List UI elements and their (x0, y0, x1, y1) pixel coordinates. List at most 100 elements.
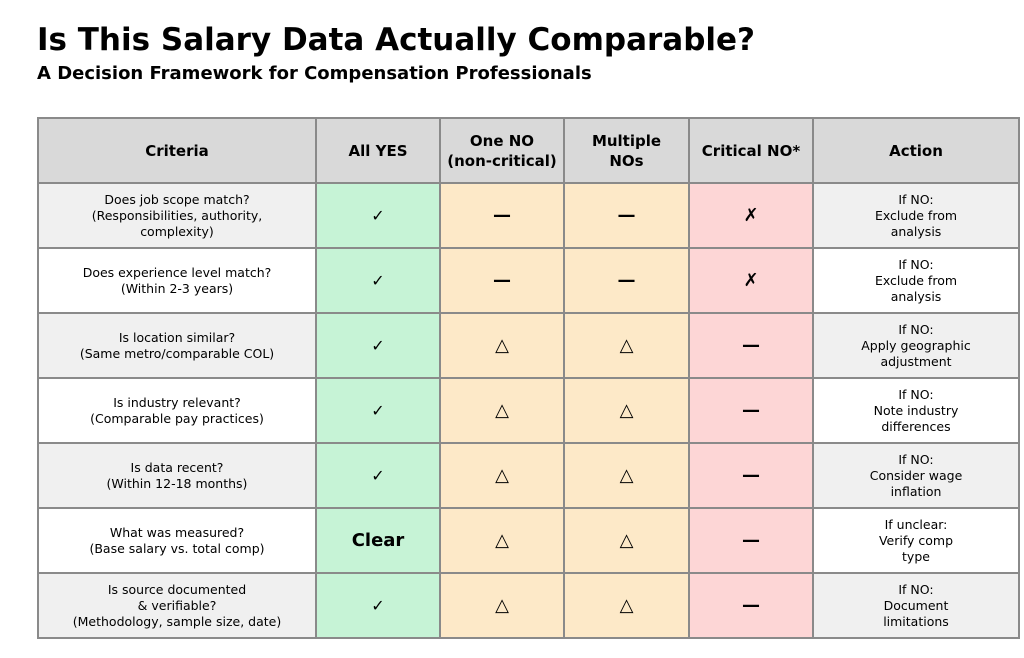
all-yes-cell: ✓ (315, 572, 441, 639)
x-mark-icon: ✗ (743, 204, 759, 226)
all-yes-cell: ✓ (315, 182, 441, 249)
action-text: Consider wage (869, 467, 963, 483)
criteria-cell: Is data recent? (Within 12-18 months) (37, 442, 317, 509)
action-text: inflation (890, 483, 942, 499)
dash-icon: — (617, 204, 636, 226)
action-text: Verify comp (878, 532, 954, 548)
criteria-text: (Responsibilities, authority, (91, 207, 263, 223)
warning-triangle-icon: △ (619, 529, 634, 551)
criteria-text: Is source documented (107, 581, 247, 597)
multiple-nos-cell: △ (563, 572, 690, 639)
action-text: If NO: (898, 581, 934, 597)
criteria-cell: Is location similar? (Same metro/comparab… (37, 312, 317, 379)
multiple-nos-cell: — (563, 247, 690, 314)
page-subtitle: A Decision Framework for Compensation Pr… (37, 63, 592, 84)
multiple-nos-cell: △ (563, 377, 690, 444)
dash-icon: — (617, 269, 636, 291)
action-text: If unclear: (884, 516, 948, 532)
critical-no-cell: ✗ (688, 182, 814, 249)
multiple-nos-cell: △ (563, 312, 690, 379)
table-row: Is data recent? (Within 12-18 months) ✓ △ △ —… (37, 442, 1020, 509)
criteria-cell: Is industry relevant? (Comparable pay pra… (37, 377, 317, 444)
all-yes-cell: ✓ (315, 312, 441, 379)
criteria-text: (Comparable pay practices) (90, 410, 264, 426)
warning-triangle-icon: △ (619, 399, 634, 421)
action-text: Note industry (873, 402, 959, 418)
check-icon: ✓ (371, 400, 385, 420)
action-text: If NO: (898, 191, 934, 207)
action-text: If NO: (898, 386, 934, 402)
header-text: Multiple (591, 131, 662, 150)
header-action: Action (812, 117, 1020, 184)
one-no-cell: △ (439, 442, 565, 509)
action-text: Document (883, 597, 949, 613)
critical-no-cell: — (688, 442, 814, 509)
dash-icon: — (742, 529, 760, 551)
dash-icon: — (742, 334, 760, 356)
action-text: limitations (883, 613, 949, 629)
action-cell: If NO: Consider wage inflation (812, 442, 1020, 509)
table-row: Is source documented & verifiable? (Method… (37, 572, 1020, 639)
check-icon: ✓ (371, 205, 385, 225)
all-yes-cell: ✓ (315, 442, 441, 509)
x-mark-icon: ✗ (743, 269, 759, 291)
criteria-text: (Within 12-18 months) (106, 475, 248, 491)
action-text: type (902, 548, 930, 564)
critical-no-cell: — (688, 312, 814, 379)
check-icon: ✓ (371, 595, 385, 615)
header-text: Action (889, 141, 943, 160)
one-no-cell: — (439, 182, 565, 249)
criteria-cell: What was measured? (Base salary vs. total… (37, 507, 317, 574)
page-title: Is This Salary Data Actually Comparable? (37, 22, 756, 58)
critical-no-cell: ✗ (688, 247, 814, 314)
action-cell: If unclear: Verify comp type (812, 507, 1020, 574)
criteria-text: Is location similar? (118, 329, 236, 345)
dash-icon: — (742, 399, 760, 421)
warning-triangle-icon: △ (495, 334, 509, 356)
decision-framework-table: Criteria All YES One NO (non-critical) Multi… (37, 117, 1020, 639)
criteria-cell: Does job scope match? (Responsibilities, … (37, 182, 317, 249)
action-cell: If NO: Note industry differences (812, 377, 1020, 444)
criteria-text: Does job scope match? (104, 191, 250, 207)
action-text: If NO: (898, 451, 934, 467)
header-multiple-nos: Multiple NOs (563, 117, 690, 184)
header-text: All YES (348, 141, 408, 160)
one-no-cell: △ (439, 507, 565, 574)
warning-triangle-icon: △ (495, 464, 509, 486)
action-text: If NO: (898, 256, 934, 272)
critical-no-cell: — (688, 507, 814, 574)
action-text: Exclude from (874, 207, 958, 223)
criteria-text: Is data recent? (130, 459, 224, 475)
check-icon: ✓ (371, 465, 385, 485)
one-no-cell: △ (439, 312, 565, 379)
criteria-text: Is industry relevant? (113, 394, 241, 410)
header-text: Critical NO* (701, 141, 801, 160)
action-text: If NO: (898, 321, 934, 337)
header-text: (non-critical) (447, 151, 557, 170)
critical-no-cell: — (688, 377, 814, 444)
one-no-cell: — (439, 247, 565, 314)
action-cell: If NO: Exclude from analysis (812, 247, 1020, 314)
table-row: What was measured? (Base salary vs. total… (37, 507, 1020, 574)
header-critical-no: Critical NO* (688, 117, 814, 184)
warning-triangle-icon: △ (495, 594, 509, 616)
action-text: Exclude from (874, 272, 958, 288)
action-text: adjustment (880, 353, 952, 369)
warning-triangle-icon: △ (619, 594, 634, 616)
critical-no-cell: — (688, 572, 814, 639)
dash-icon: — (742, 594, 760, 616)
header-criteria: Criteria (37, 117, 317, 184)
action-cell: If NO: Apply geographic adjustment (812, 312, 1020, 379)
criteria-text: (Methodology, sample size, date) (72, 613, 282, 629)
warning-triangle-icon: △ (495, 399, 509, 421)
multiple-nos-cell: △ (563, 507, 690, 574)
criteria-text: (Same metro/comparable COL) (79, 345, 275, 361)
action-text: analysis (890, 223, 942, 239)
warning-triangle-icon: △ (495, 529, 509, 551)
dash-icon: — (493, 269, 511, 291)
header-text: Criteria (145, 141, 209, 160)
warning-triangle-icon: △ (619, 464, 634, 486)
table-row: Is location similar? (Same metro/comparab… (37, 312, 1020, 379)
header-text: NOs (609, 151, 644, 170)
criteria-text: What was measured? (109, 524, 245, 540)
